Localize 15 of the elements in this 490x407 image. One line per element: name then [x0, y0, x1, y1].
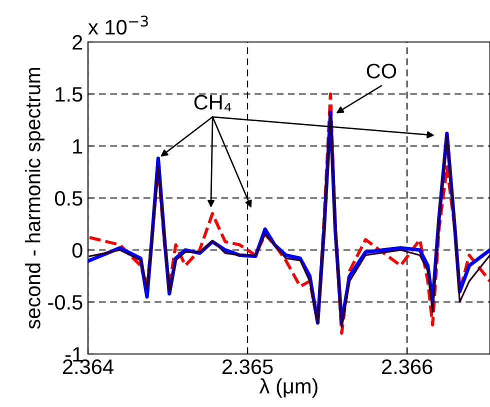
y-tick-label: 1 — [73, 139, 82, 154]
annotation: CH₄ — [194, 94, 232, 112]
y-axis-title: second - harmonic spectrum — [25, 68, 44, 329]
x-tick-label: 2.365 — [222, 359, 273, 374]
y-tick-label: 2 — [72, 35, 82, 50]
y-tick-label: 0 — [72, 243, 82, 258]
text: x 10$^{−3}$ — [88, 16, 148, 35]
x-axis-title: λ (μm) — [259, 378, 318, 398]
y-tick-label: 1.5 — [56, 87, 82, 102]
y-tick-label: 0.5 — [54, 191, 82, 206]
annotation: CO — [366, 64, 396, 78]
y-tick-label: -0.5 — [48, 295, 82, 310]
y-tick-label: -1 — [66, 347, 82, 362]
x-tick-label: 2.364 — [62, 359, 114, 374]
x-tick-label: 2.366 — [382, 359, 432, 374]
